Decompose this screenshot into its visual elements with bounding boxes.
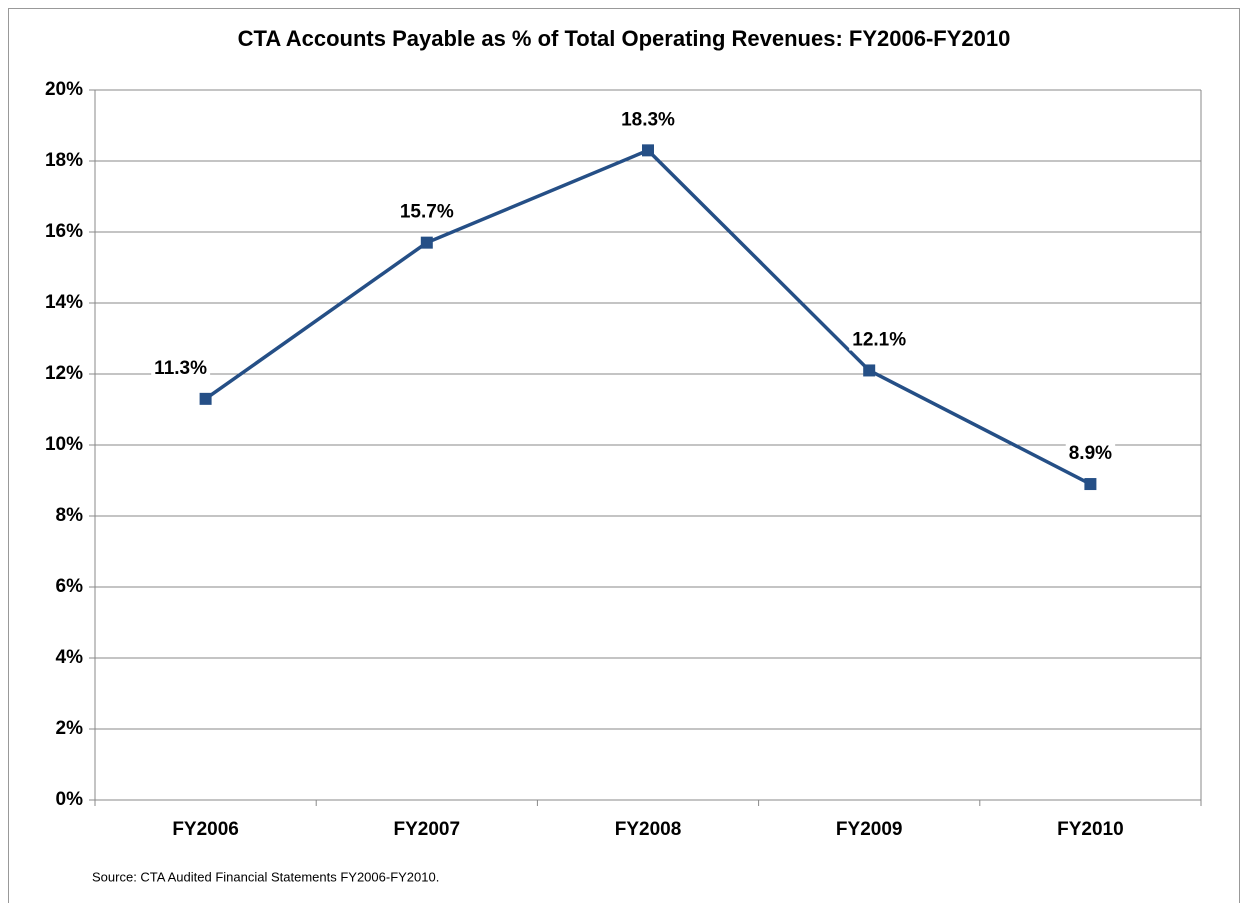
x-tick-label: FY2010 — [1057, 819, 1124, 840]
marker — [420, 236, 433, 249]
data-label: 18.3% — [621, 109, 675, 130]
data-label: 12.1% — [852, 329, 906, 350]
marker — [199, 392, 212, 405]
x-tick-label: FY2009 — [836, 819, 903, 840]
marker — [1084, 478, 1097, 491]
y-tick-label: 12% — [45, 363, 83, 384]
chart-frame — [8, 8, 1240, 903]
y-tick-label: 18% — [45, 150, 83, 171]
chart-title: CTA Accounts Payable as % of Total Opera… — [238, 26, 1011, 51]
y-tick-label: 10% — [45, 434, 83, 455]
x-tick-label: FY2008 — [615, 819, 682, 840]
data-label-bg — [396, 201, 457, 223]
marker — [642, 144, 654, 157]
data-label: 11.3% — [154, 358, 207, 379]
data-label-bg — [1065, 443, 1116, 465]
x-tick-label: FY2006 — [172, 819, 239, 840]
y-tick-label: 14% — [45, 292, 83, 313]
y-tick-label: 0% — [56, 789, 84, 810]
y-tick-label: 6% — [56, 576, 84, 597]
y-tick-label: 4% — [56, 647, 84, 668]
y-tick-label: 2% — [56, 718, 84, 739]
data-label: 8.9% — [1069, 443, 1112, 464]
y-tick-label: 16% — [45, 221, 83, 242]
data-label-bg — [618, 109, 679, 131]
x-tick-label: FY2007 — [394, 819, 461, 840]
y-tick-label: 20% — [45, 79, 83, 100]
source-note: Source: CTA Audited Financial Statements… — [92, 869, 439, 884]
y-tick-label: 8% — [56, 505, 84, 526]
data-label-bg — [151, 357, 211, 379]
data-label: 15.7% — [400, 202, 454, 223]
marker — [863, 364, 876, 377]
data-label-bg — [849, 329, 910, 351]
